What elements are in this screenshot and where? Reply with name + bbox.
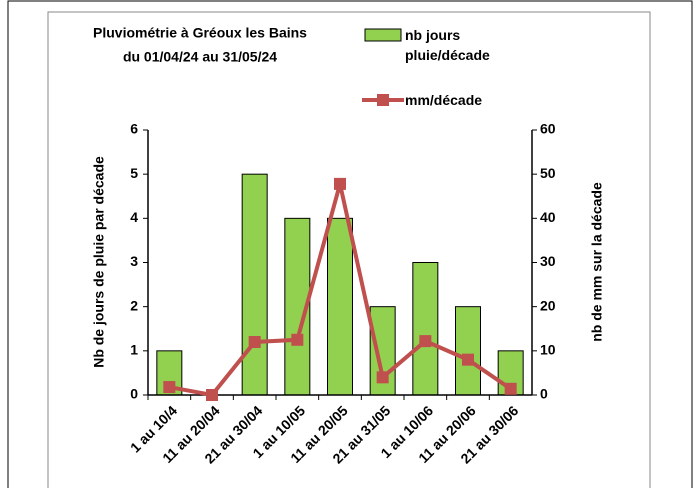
line-marker [248, 336, 261, 348]
y-tick-label: 3 [130, 253, 138, 269]
line-marker [334, 177, 346, 190]
y2-tick-label: 30 [540, 253, 556, 269]
outer-frame [7, 0, 693, 488]
legend-swatch [364, 28, 402, 42]
line-marker [419, 335, 432, 348]
line-marker [163, 381, 176, 394]
y2-tick-label: 40 [540, 209, 556, 225]
chart-frame [47, 11, 651, 488]
chart-title: du 01/04/24 au 31/05/24 [123, 49, 277, 65]
line-marker [206, 389, 218, 401]
bar [327, 217, 353, 396]
y-tick-label: 6 [130, 121, 138, 137]
y2-axis-label: nb de mm sur la décade [589, 182, 605, 342]
y2-tick-label: 20 [540, 297, 556, 313]
bar [241, 173, 268, 396]
y-tick-label: 2 [130, 297, 138, 313]
y2-tick-label: 0 [540, 386, 548, 402]
y-tick-label: 0 [130, 386, 138, 402]
y-tick-label: 4 [130, 209, 138, 225]
y2-tick-label: 60 [540, 121, 556, 137]
line-marker [376, 371, 389, 384]
line-marker [504, 382, 517, 395]
line-marker [462, 353, 474, 366]
y2-tick-label: 50 [540, 165, 556, 181]
legend-swatch [377, 94, 389, 106]
legend-label: mm/décade [405, 92, 483, 108]
bar [455, 306, 481, 396]
bar [412, 262, 439, 396]
line-marker [291, 333, 304, 346]
y-tick-label: 5 [130, 165, 138, 181]
y-axis-label: Nb de jours de pluie par décade [91, 156, 107, 368]
y-tick-label: 1 [130, 342, 138, 358]
legend-label: nb jours pluie/décade [405, 27, 490, 63]
chart-title: Pluviométrie à Gréoux les Bains [93, 25, 307, 41]
y2-tick-label: 10 [540, 342, 556, 358]
